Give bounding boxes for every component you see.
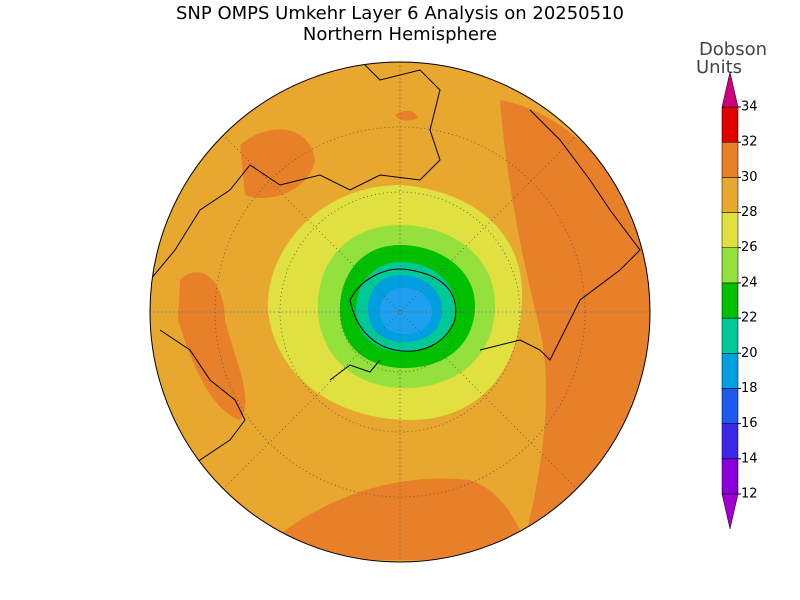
colorbar-over bbox=[721, 71, 739, 108]
map-border bbox=[149, 61, 651, 563]
colorbar-band bbox=[721, 212, 739, 248]
colorbar-band bbox=[721, 423, 739, 460]
field-30-32 bbox=[250, 478, 530, 560]
colorbar-band bbox=[721, 177, 739, 213]
colorbar-band bbox=[721, 106, 739, 143]
colorbar-tick-label: 30 bbox=[741, 170, 758, 185]
map bbox=[150, 62, 650, 562]
colorbar: 12 14 16 18 20 22 24 26 28 30 32 34 bbox=[721, 71, 758, 530]
colorbar-band bbox=[721, 141, 739, 178]
colorbar-tick-label: 28 bbox=[741, 205, 758, 220]
colorbar-tick-label: 14 bbox=[741, 451, 758, 466]
field-30-32 bbox=[395, 110, 418, 121]
field-30-32 bbox=[178, 272, 246, 420]
colorbar-tick-label: 16 bbox=[741, 416, 758, 431]
colorbar-tick-label: 22 bbox=[741, 311, 758, 326]
colorbar-band bbox=[721, 458, 739, 495]
coastlines bbox=[150, 62, 641, 491]
colorbar-label: Dobson bbox=[699, 39, 767, 60]
colorbar-under bbox=[721, 493, 739, 530]
graticule bbox=[150, 62, 650, 562]
colorbar-band bbox=[721, 317, 739, 354]
colorbar-tick-label: 32 bbox=[741, 135, 758, 150]
colorbar-band bbox=[721, 388, 739, 424]
colorbar-tick-label: 24 bbox=[741, 275, 758, 290]
colorbar-band bbox=[721, 353, 739, 389]
colorbar-label: Units bbox=[696, 57, 742, 78]
colorbar-tick-label: 20 bbox=[741, 346, 758, 361]
colorbar-band bbox=[721, 282, 739, 319]
colorbar-band bbox=[721, 247, 739, 284]
colorbar-tick-label: 26 bbox=[741, 240, 758, 255]
field-18 bbox=[380, 288, 432, 334]
colorbar-tick-label: 34 bbox=[741, 100, 758, 115]
colorbar-tick-label: 18 bbox=[741, 381, 758, 396]
subtitle: Northern Hemisphere bbox=[303, 24, 497, 45]
colorbar-tick-label: 12 bbox=[741, 487, 758, 502]
title: SNP OMPS Umkehr Layer 6 Analysis on 2025… bbox=[176, 3, 624, 24]
